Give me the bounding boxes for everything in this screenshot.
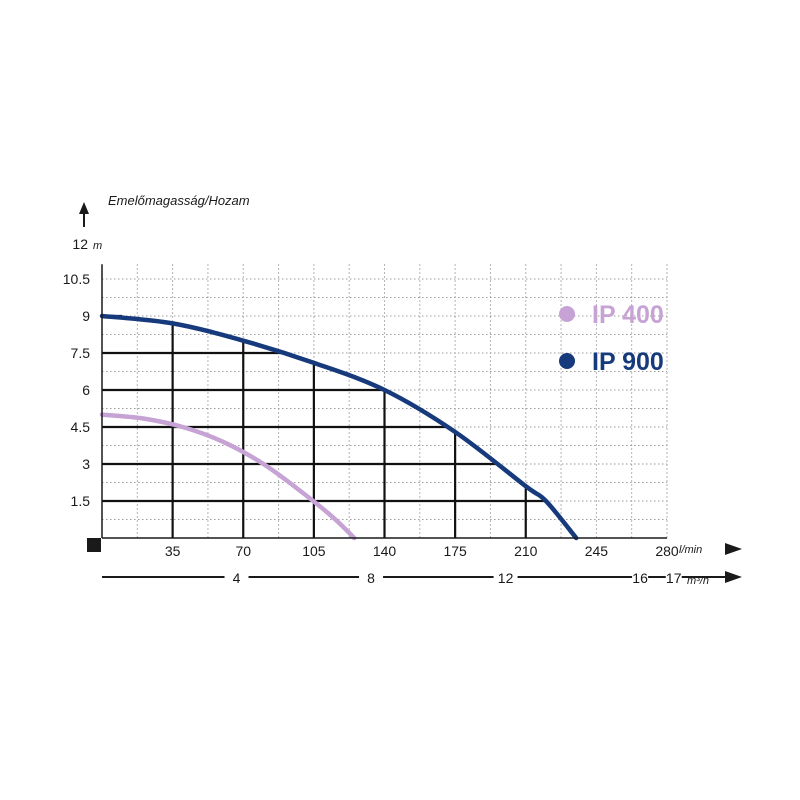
x-tick-label: 140 bbox=[373, 543, 397, 559]
y-tick-label: 3 bbox=[82, 456, 90, 472]
x2-tick-label: 4 bbox=[233, 570, 241, 586]
y-tick-label: 6 bbox=[82, 382, 90, 398]
curves bbox=[99, 313, 579, 541]
series-line-ip-900 bbox=[99, 313, 579, 541]
y-unit-label: m bbox=[93, 240, 102, 252]
legend-dot-ip900 bbox=[559, 353, 575, 369]
x-unit-label: l/min bbox=[679, 544, 702, 556]
y-tick-label: 7.5 bbox=[71, 345, 91, 361]
x-tick-label: 105 bbox=[302, 543, 326, 559]
x2-tick-label: 17 bbox=[666, 570, 682, 586]
legend-dot-ip400 bbox=[559, 306, 575, 322]
grid-solid bbox=[102, 314, 546, 538]
x-tick-label: 245 bbox=[585, 543, 609, 559]
tick-labels: 1.5 3 4.5 6 7.5 9 10.5 35 70 105 140 175 210 245 280 4 8… bbox=[63, 271, 682, 586]
y-tick-label: 10.5 bbox=[63, 271, 90, 287]
x-tick-label: 35 bbox=[165, 543, 181, 559]
x2-axis-arrowhead bbox=[725, 571, 742, 583]
y-tick-label: 1.5 bbox=[71, 493, 91, 509]
axes bbox=[101, 264, 738, 578]
x2-unit-label: m³/h bbox=[687, 575, 709, 587]
origin-marker bbox=[87, 538, 101, 552]
x2-tick-label: 16 bbox=[632, 570, 648, 586]
x-tick-label: 70 bbox=[235, 543, 251, 559]
legend-label-ip400: IP 400 bbox=[592, 301, 664, 329]
y-tick-label: 9 bbox=[82, 308, 90, 324]
y-tick-top: 12 bbox=[72, 236, 88, 252]
chart-title: Emelőmagasság/Hozam bbox=[108, 193, 250, 208]
x-axis-arrowhead bbox=[725, 543, 742, 555]
series-line-ip-400 bbox=[99, 412, 357, 541]
x-tick-label: 210 bbox=[514, 543, 538, 559]
y-tick-label: 4.5 bbox=[71, 419, 91, 435]
y-axis-arrowhead bbox=[79, 202, 89, 214]
x2-tick-label: 12 bbox=[498, 570, 514, 586]
x2-tick-label: 8 bbox=[367, 570, 375, 586]
x-tick-label: 175 bbox=[443, 543, 467, 559]
x-tick-label: 280 bbox=[655, 543, 679, 559]
legend-label-ip900: IP 900 bbox=[592, 348, 664, 376]
